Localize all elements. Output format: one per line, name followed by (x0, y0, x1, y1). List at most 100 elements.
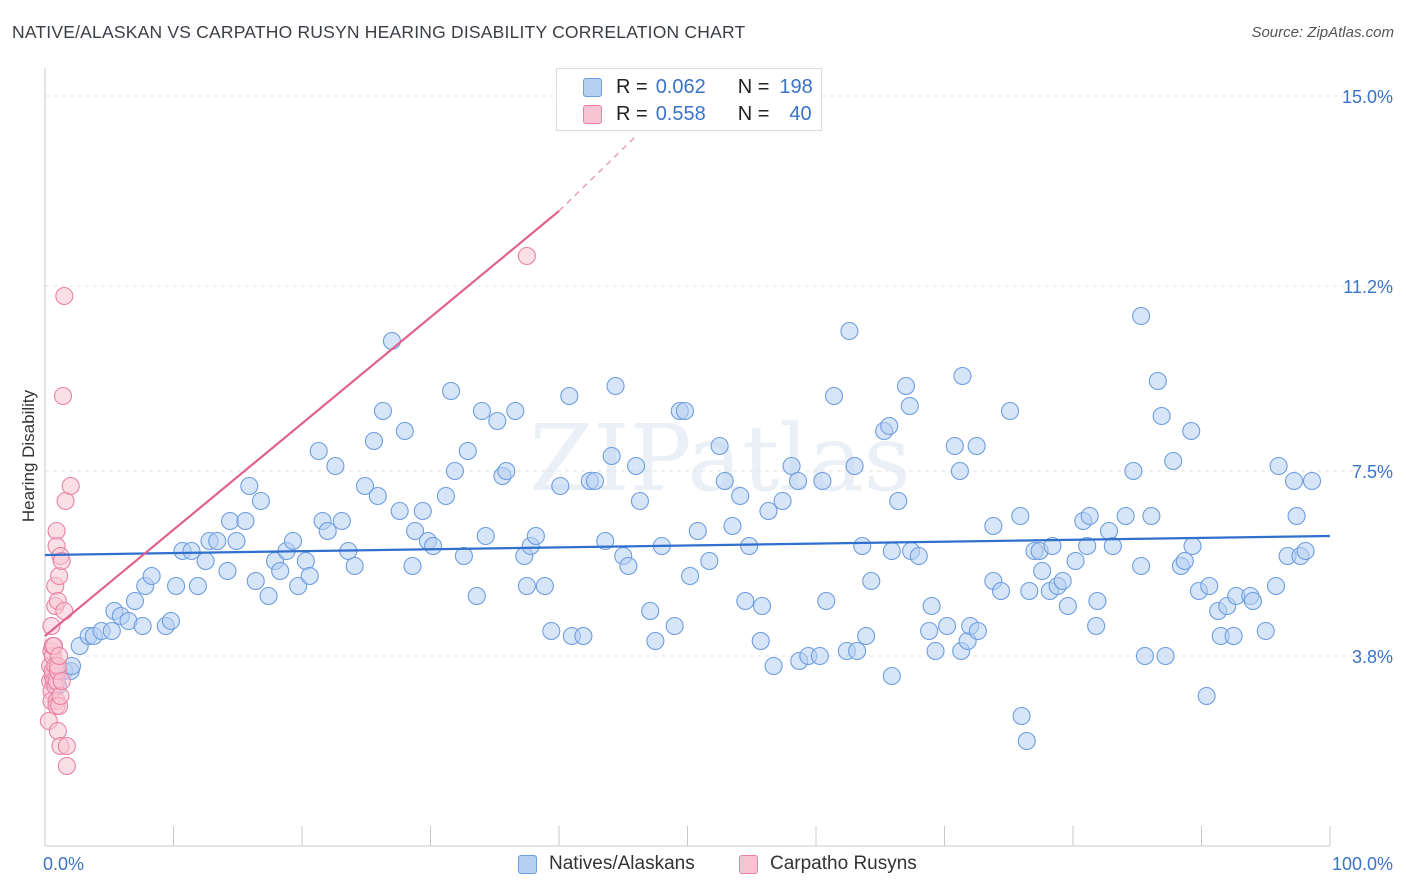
native-alaskan-point (1011, 506, 1030, 526)
native-alaskan-point (436, 486, 455, 506)
source-label: Source: ZipAtlas.com (1251, 24, 1394, 41)
native-alaskan-point (318, 521, 337, 541)
carpatho-rusyn-trendline-extension (558, 135, 637, 212)
native-alaskan-point (950, 461, 969, 481)
axes (44, 68, 1331, 847)
native-alaskan-point (542, 621, 561, 641)
bottom-legend-natives: Natives/Alaskans (518, 851, 695, 877)
native-alaskan-point (896, 376, 916, 396)
native-alaskan-point (167, 576, 186, 596)
native-alaskan-point (845, 456, 864, 476)
native-alaskan-point (326, 456, 345, 476)
native-alaskan-point (476, 526, 495, 546)
native-alaskan-point (332, 511, 351, 531)
native-alaskan-point (606, 376, 625, 396)
native-alaskan-point (1088, 591, 1107, 611)
native-alaskan-point (731, 486, 750, 506)
carpatho-rusyn-point (48, 721, 67, 741)
gridlines (45, 95, 1392, 657)
native-alaskan-point (1243, 591, 1262, 611)
native-alaskan-point (1224, 626, 1243, 646)
carpatho-rusyn-point (55, 286, 74, 306)
native-alaskan-point (259, 586, 278, 606)
bottom-legend-label-rusyns: Carpatho Rusyns (770, 853, 917, 874)
native-alaskan-point (1033, 561, 1052, 581)
native-alaskan-point (688, 521, 707, 541)
native-alaskan-point (945, 436, 964, 456)
native-alaskan-point (246, 571, 265, 591)
native-alaskan-point (736, 591, 755, 611)
native-alaskan-point (345, 556, 364, 576)
carpatho-rusyn-point (50, 646, 69, 666)
native-alaskan-point (227, 531, 246, 551)
native-alaskan-point (188, 576, 207, 596)
native-alaskan-point (630, 491, 650, 511)
legend-r-label: R = (616, 102, 648, 125)
native-alaskan-point (922, 596, 941, 616)
native-alaskan-point (1284, 471, 1304, 491)
native-alaskan-point (810, 646, 829, 666)
native-alaskan-point (882, 666, 901, 686)
native-alaskan-point (142, 566, 161, 586)
native-alaskan-point (368, 486, 387, 506)
native-alaskan-point (271, 561, 290, 581)
native-alaskan-point (920, 621, 939, 641)
native-alaskan-point (759, 501, 778, 521)
native-alaskan-point (395, 421, 414, 441)
native-alaskan-point (848, 641, 867, 661)
native-alaskan-point (1135, 646, 1155, 666)
native-alaskan-point (1043, 536, 1062, 556)
x-tick-label-max: 100.0% (1332, 854, 1393, 874)
native-alaskan-point (1156, 646, 1175, 666)
native-alaskan-point (862, 571, 881, 591)
carpatho-rusyn-points (39, 246, 536, 776)
native-alaskan-point (382, 331, 402, 351)
native-alaskan-point (300, 566, 319, 586)
native-alaskan-points (47, 306, 1322, 751)
x-tick-label-min: 0.0% (43, 854, 84, 874)
native-alaskan-point (289, 576, 308, 596)
native-alaskan-point (1269, 456, 1288, 476)
native-alaskan-point (813, 471, 832, 491)
native-alaskan-point (551, 476, 570, 496)
native-alaskan-point (853, 536, 872, 556)
native-alaskan-point (1000, 401, 1020, 421)
native-alaskan-point (1256, 621, 1275, 641)
native-alaskan-point (880, 416, 899, 436)
native-alaskan-point (526, 526, 545, 546)
native-alaskan-point (596, 531, 615, 551)
native-alaskan-point (585, 471, 605, 491)
native-alaskan-point (764, 656, 783, 676)
carpatho-rusyn-point (52, 671, 71, 691)
carpatho-rusyn-point (55, 601, 74, 621)
carpatho-rusyn-trendline (44, 210, 560, 637)
native-alaskan-point (788, 471, 808, 491)
bottom-legend-swatch-blue (518, 854, 537, 874)
legend-row-natives: R = 0.062 N = 198 (583, 74, 813, 100)
native-alaskan-point (236, 511, 255, 531)
native-alaskan-point (1012, 706, 1031, 726)
native-alaskan-point (646, 631, 665, 651)
legend-swatch-pink (583, 104, 602, 124)
native-alaskan-point (161, 611, 180, 631)
native-alaskan-point (1017, 731, 1036, 751)
native-alaskan-point (1132, 556, 1151, 576)
native-alaskan-point (467, 586, 486, 606)
legend-n-label: N = (737, 102, 770, 125)
native-alaskan-point (1078, 536, 1097, 556)
native-alaskan-point (926, 641, 945, 661)
native-alaskan-point (627, 456, 646, 476)
native-alaskan-point (251, 491, 270, 511)
native-alaskan-point (1124, 461, 1143, 481)
legend-swatch-blue (583, 77, 602, 97)
native-alaskan-point (196, 551, 215, 571)
carpatho-rusyn-point (52, 551, 71, 571)
native-alaskan-point (413, 501, 432, 521)
native-alaskan-point (938, 616, 957, 636)
native-alaskan-point (364, 431, 384, 451)
native-alaskan-point (857, 626, 876, 646)
carpatho-rusyn-point (42, 616, 61, 636)
native-alaskan-point (442, 381, 461, 401)
native-alaskan-point (488, 411, 507, 431)
